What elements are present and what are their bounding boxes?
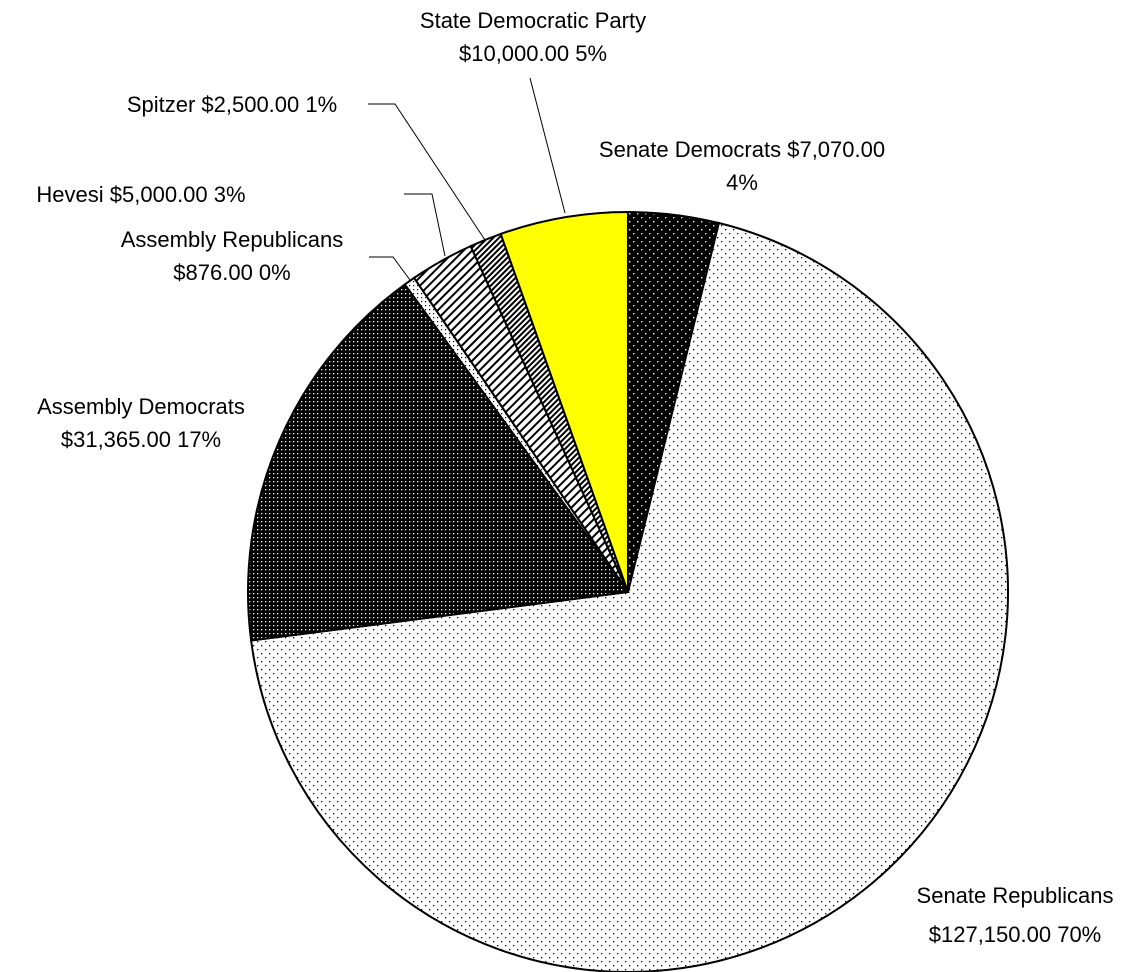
pie-slices	[247, 210, 1009, 972]
leader-line-state-democratic-party	[529, 77, 566, 214]
label-state-democratic-party-line1: State Democratic Party	[420, 8, 646, 33]
label-assembly-democrats-line2: $31,365.00 17%	[61, 427, 221, 452]
label-hevesi-line1: Hevesi $5,000.00 3%	[36, 182, 245, 207]
slice-state-democratic-party	[499, 210, 629, 593]
label-senate-democrats-line2: 4%	[726, 170, 758, 195]
slice-labels: Senate Democrats $7,070.00 4% Senate Repub…	[36, 8, 1113, 947]
label-senate-republicans-line1: Senate Republicans	[917, 883, 1114, 908]
leader-line-spitzer	[368, 103, 486, 241]
label-assembly-republicans-line1: Assembly Republicans	[121, 227, 344, 252]
slice-senate-republicans	[249, 221, 1009, 972]
label-assembly-republicans-line2: $876.00 0%	[173, 260, 290, 285]
label-assembly-democrats-line1: Assembly Democrats	[37, 394, 245, 419]
leader-lines	[368, 77, 566, 281]
label-spitzer-line1: Spitzer $2,500.00 1%	[127, 92, 337, 117]
label-senate-republicans-line2: $127,150.00 70%	[929, 922, 1102, 947]
label-state-democratic-party-line2: $10,000.00 5%	[459, 41, 607, 66]
slice-assembly-democrats	[247, 283, 630, 642]
label-senate-democrats-line1: Senate Democrats $7,070.00	[599, 137, 885, 162]
leader-line-hevesi	[404, 193, 446, 257]
leader-line-assembly-republicans	[369, 256, 411, 281]
